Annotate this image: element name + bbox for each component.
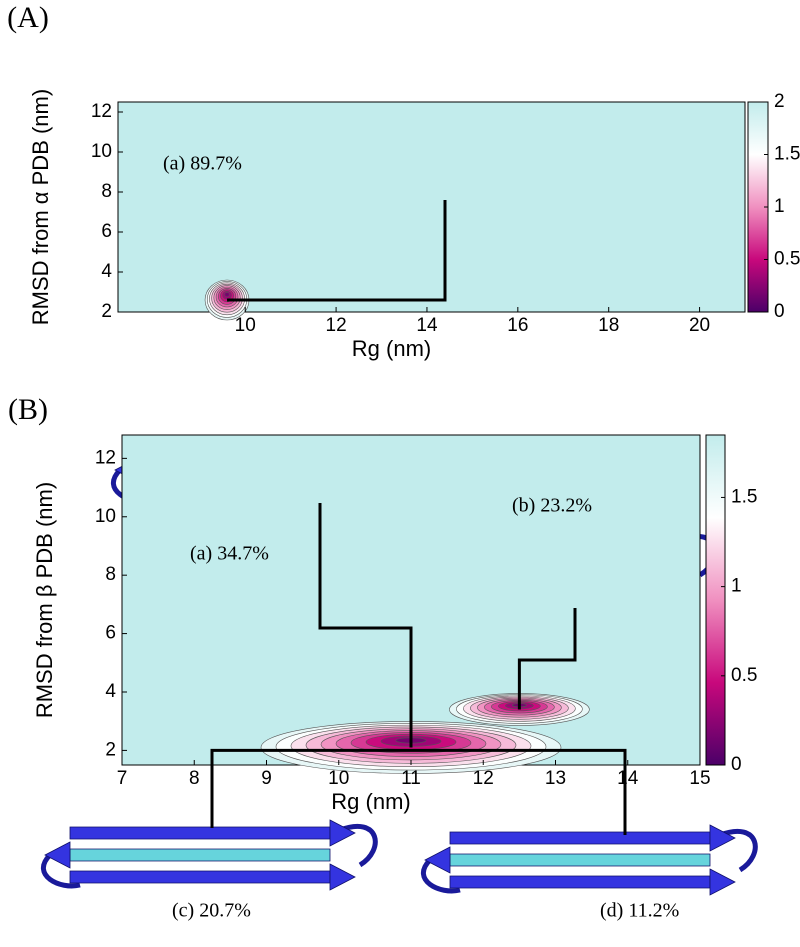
colorbar-tick-label: 0 — [774, 301, 785, 322]
x-tick-label: 8 — [189, 768, 200, 789]
x-tick-label: 9 — [261, 768, 272, 789]
colorbar-tick-label: 1 — [731, 576, 742, 597]
strand — [449, 831, 711, 845]
colorbar-tick-label: 2 — [774, 91, 785, 112]
panel-label: (A) — [7, 1, 49, 34]
y-tick-label: 2 — [105, 739, 116, 760]
arrow — [210, 748, 411, 828]
sheet-structure — [41, 819, 378, 891]
colorbar-tick-label: 1.5 — [774, 144, 800, 165]
annotation-label: (b) 23.2% — [512, 495, 592, 517]
strand-arrow — [44, 841, 71, 869]
strand — [69, 848, 331, 862]
x-tick-label: 14 — [416, 315, 438, 336]
plot-area — [117, 101, 746, 313]
loop — [41, 823, 378, 889]
strand-arrow — [329, 863, 356, 891]
x-tick-label: 13 — [545, 768, 566, 789]
x-tick-label: 14 — [617, 768, 639, 789]
strand — [69, 826, 331, 840]
strand-arrow — [709, 824, 736, 852]
strand — [449, 875, 711, 889]
y-tick-label: 8 — [101, 181, 112, 202]
x-tick-label: 12 — [473, 768, 494, 789]
colorbar-tick-label: 0.5 — [774, 249, 800, 270]
arrow — [318, 503, 413, 748]
x-tick-label: 15 — [689, 768, 710, 789]
x-tick-label: 7 — [117, 768, 128, 789]
arrow — [411, 748, 627, 835]
colorbar-tick-label: 0.5 — [731, 665, 757, 686]
y-tick-label: 12 — [91, 101, 112, 122]
annotation-label: (a) 34.7% — [190, 543, 269, 565]
y-tick-label: 12 — [95, 447, 116, 468]
y-tick-label: 4 — [105, 681, 116, 702]
y-axis-label: RMSD from α PDB (nm) — [28, 89, 53, 325]
strand — [69, 870, 331, 884]
x-tick-label: 10 — [235, 315, 256, 336]
x-tick-label: 18 — [598, 315, 619, 336]
x-tick-label: 11 — [401, 768, 421, 789]
colorbar-tick-label: 1.5 — [731, 486, 757, 507]
strand-arrow — [709, 868, 736, 896]
y-tick-label: 10 — [91, 141, 112, 162]
arrow — [227, 200, 447, 302]
strand-arrow — [424, 846, 451, 874]
x-tick-label: 10 — [328, 768, 349, 789]
contour-level — [224, 292, 230, 297]
loop — [421, 828, 758, 894]
annotation-label: (c) 20.7% — [172, 900, 251, 922]
y-tick-label: 10 — [95, 506, 116, 527]
colorbar — [705, 434, 726, 766]
x-tick-label: 12 — [326, 315, 347, 336]
y-tick-label: 6 — [105, 623, 116, 644]
x-tick-label: 16 — [507, 315, 528, 336]
x-tick-label: 20 — [689, 315, 710, 336]
arrow — [517, 608, 577, 710]
y-tick-label: 2 — [101, 301, 112, 322]
y-tick-label: 8 — [105, 564, 116, 585]
annotation-label: (d) 11.2% — [600, 900, 679, 922]
panel-label: (B) — [8, 393, 48, 426]
y-tick-label: 4 — [101, 261, 112, 282]
annotation-label: (a) 89.7% — [163, 153, 242, 175]
x-axis-label: Rg (nm) — [352, 336, 431, 361]
colorbar-tick-label: 0 — [731, 754, 742, 775]
y-axis-label: RMSD from β PDB (nm) — [32, 482, 57, 718]
x-axis-label: Rg (nm) — [331, 789, 410, 814]
colorbar-tick-label: 1 — [774, 196, 785, 217]
strand-arrow — [329, 819, 356, 847]
strand — [449, 853, 711, 867]
sheet-structure — [421, 824, 758, 896]
y-tick-label: 6 — [101, 221, 112, 242]
